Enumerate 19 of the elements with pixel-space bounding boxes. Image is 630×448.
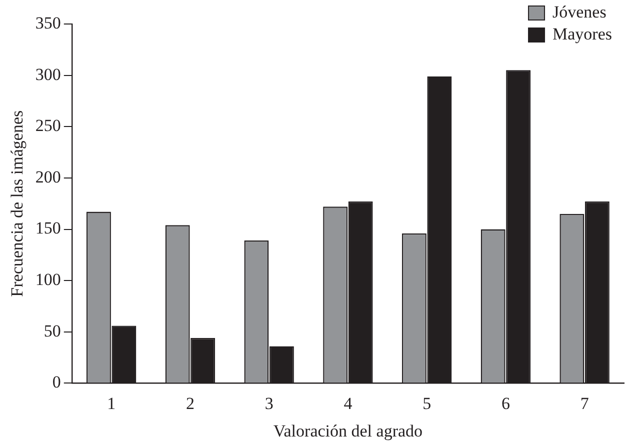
y-tick-label: 100 [35,270,61,290]
x-tick-label: 2 [186,394,194,413]
y-tick-label: 50 [44,321,61,340]
y-tick-label: 250 [35,116,61,136]
x-axis-title: Valoración del agrado [273,421,423,440]
legend-label: Jóvenes [552,2,606,22]
x-tick-label: 7 [580,394,590,413]
y-tick-label: 150 [35,218,61,238]
y-tick-label: 0 [52,372,61,392]
y-tick-label: 200 [35,167,61,186]
x-tick-label: 3 [264,394,274,413]
legend-label: Mayores [552,24,612,44]
x-tick-label: 4 [344,394,353,413]
x-tick-label: 6 [501,394,510,413]
x-tick-label: 1 [107,394,116,413]
y-axis-title: Frecuencia de las imágenes [8,110,27,297]
y-tick-label: 350 [35,13,61,32]
y-tick-label: 300 [35,64,61,84]
x-tick-label: 5 [422,394,432,413]
